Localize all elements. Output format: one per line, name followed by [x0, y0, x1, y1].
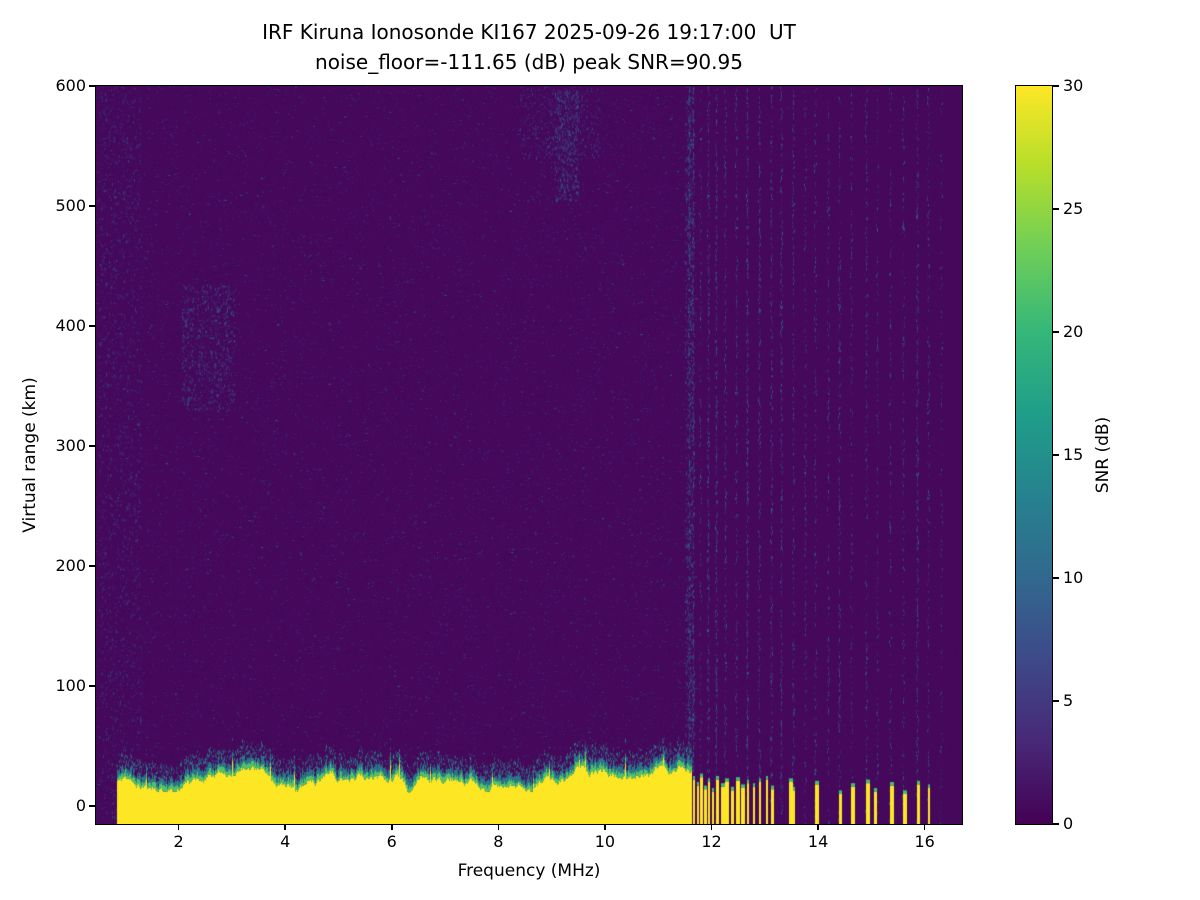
x-tick-label: 2	[173, 832, 184, 851]
x-tick-mark	[710, 824, 713, 830]
colorbar-tick-label: 10	[1063, 568, 1084, 587]
y-tick-mark	[89, 325, 95, 327]
colorbar-tick-label: 25	[1063, 199, 1084, 218]
x-tick-label: 8	[493, 832, 504, 851]
x-tick-mark	[284, 824, 286, 830]
x-tick-mark	[391, 824, 393, 830]
colorbar-tick-label: 0	[1063, 814, 1074, 833]
y-tick-label: 100	[55, 676, 86, 695]
colorbar-gradient	[1016, 86, 1052, 824]
x-tick-label: 4	[280, 832, 291, 851]
y-tick-label: 500	[55, 196, 86, 215]
x-tick-label: 12	[701, 832, 722, 851]
colorbar-tick-label: 15	[1063, 445, 1084, 464]
y-tick-mark	[89, 685, 95, 687]
colorbar-tick-mark	[1053, 208, 1059, 210]
colorbar-tick-mark	[1053, 454, 1059, 456]
y-tick-mark	[89, 805, 95, 807]
colorbar-tick-mark	[1053, 823, 1059, 825]
colorbar-tick-mark	[1053, 331, 1059, 333]
y-tick-label: 400	[55, 316, 86, 335]
x-tick-mark	[817, 824, 819, 830]
colorbar-tick-mark	[1053, 85, 1059, 87]
y-tick-mark	[89, 445, 95, 447]
x-tick-label: 16	[914, 832, 935, 851]
y-tick-mark	[89, 85, 95, 87]
x-tick-mark	[497, 824, 500, 830]
chart-title: IRF Kiruna Ionosonde KI167 2025-09-26 19…	[262, 20, 796, 44]
y-axis-label: Virtual range (km)	[20, 377, 40, 533]
colorbar	[1015, 85, 1053, 825]
x-tick-label: 10	[594, 832, 616, 851]
chart-subtitle: noise_floor=-111.65 (dB) peak SNR=90.95	[315, 50, 743, 74]
x-tick-mark	[923, 824, 926, 830]
plot-area	[95, 85, 963, 825]
y-tick-mark	[89, 205, 95, 207]
x-axis-label: Frequency (MHz)	[457, 861, 601, 881]
y-tick-label: 0	[75, 796, 86, 815]
x-tick-label: 6	[386, 832, 397, 851]
x-tick-mark	[177, 824, 180, 830]
colorbar-tick-mark	[1053, 700, 1059, 702]
y-tick-label: 600	[55, 76, 86, 95]
ionogram-canvas	[96, 86, 962, 824]
colorbar-tick-label: 20	[1063, 322, 1084, 341]
colorbar-tick-label: 30	[1063, 76, 1084, 95]
y-tick-mark	[89, 565, 95, 567]
y-tick-label: 200	[55, 556, 86, 575]
colorbar-tick-label: 5	[1063, 691, 1074, 710]
x-tick-label: 14	[807, 832, 829, 851]
y-tick-label: 300	[55, 436, 86, 455]
colorbar-tick-mark	[1053, 577, 1059, 579]
x-tick-mark	[604, 824, 606, 830]
